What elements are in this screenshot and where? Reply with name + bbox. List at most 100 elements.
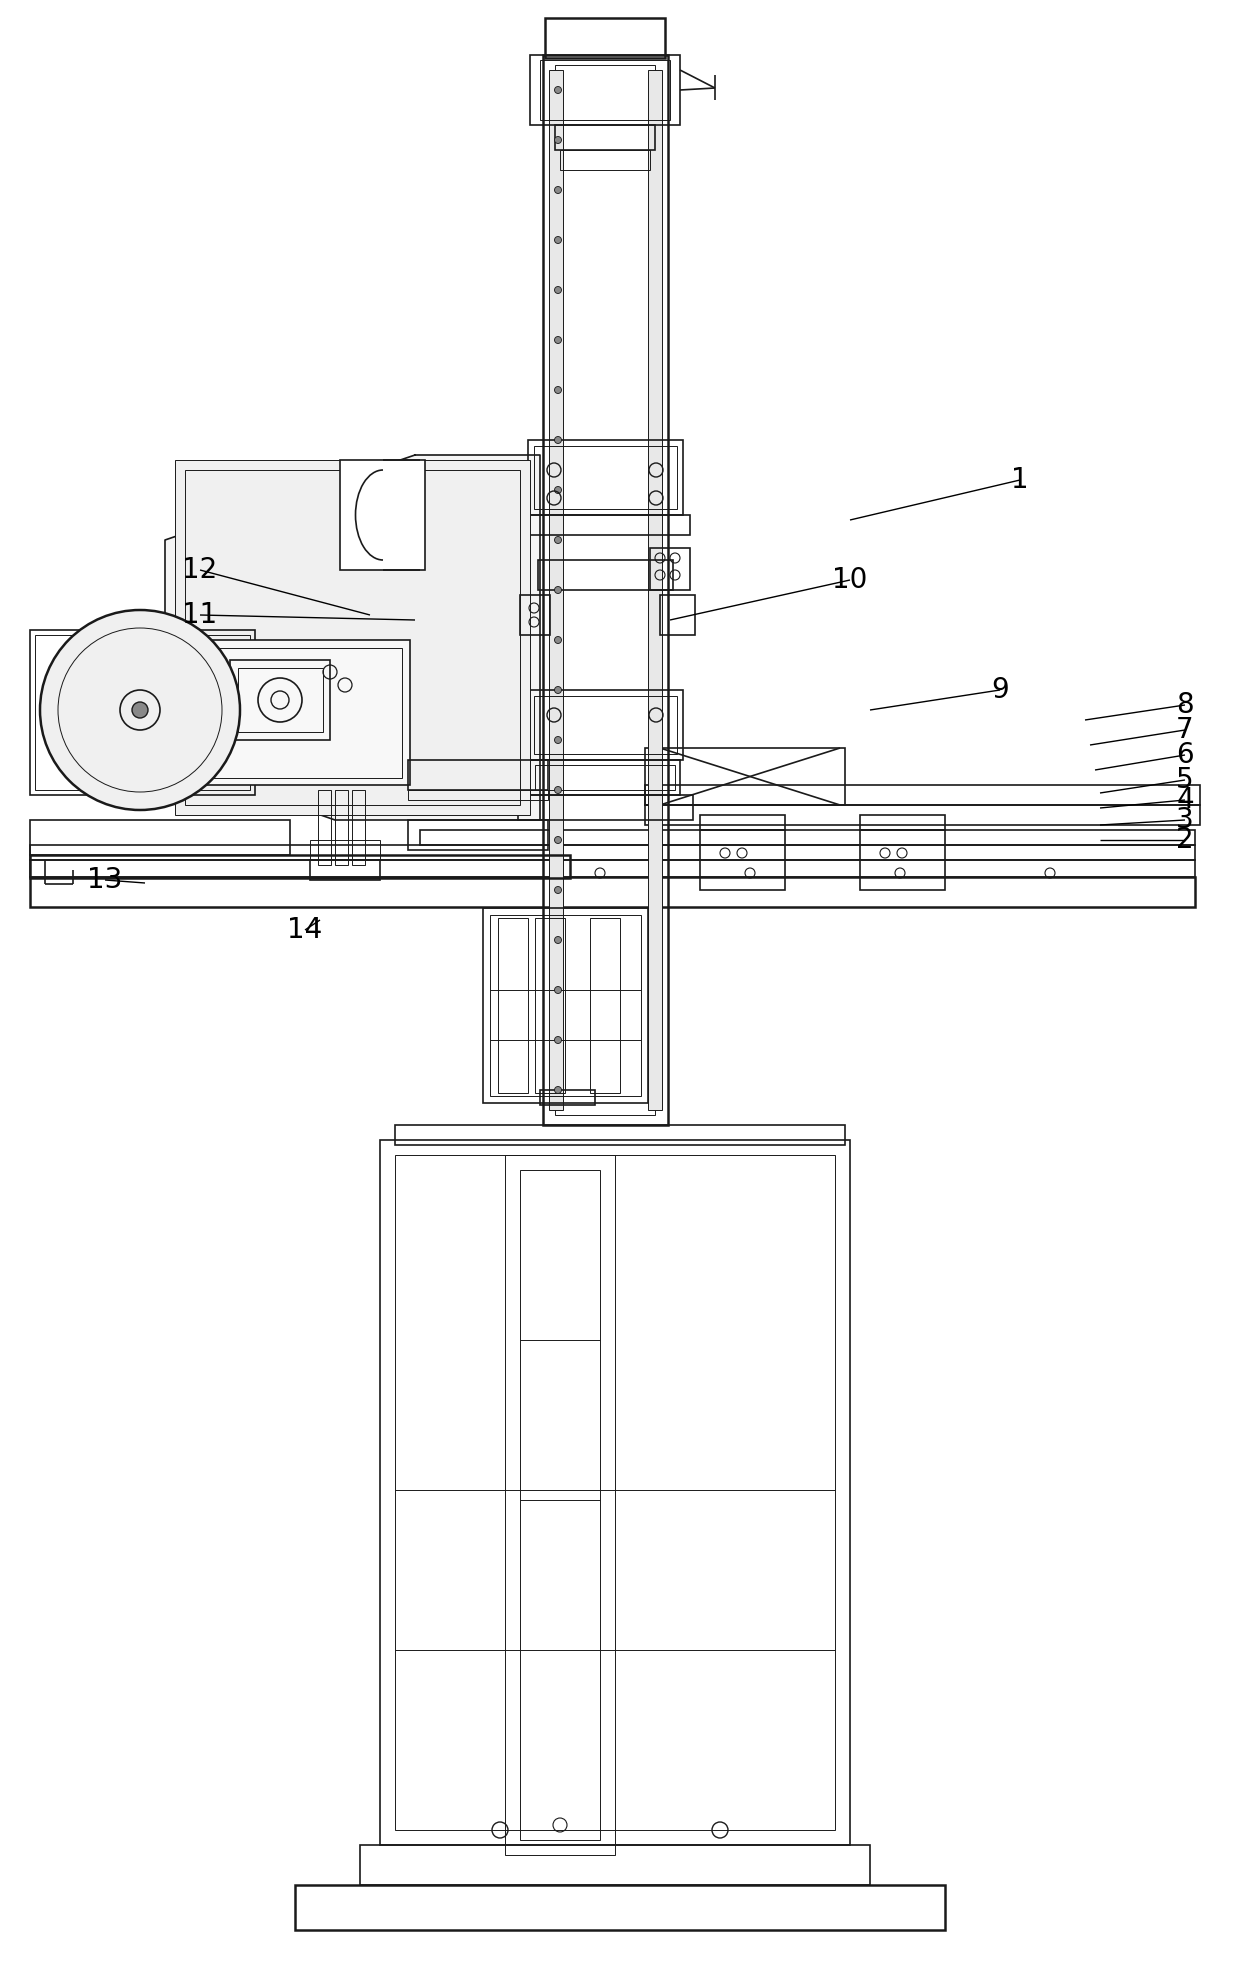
Bar [30, 856, 570, 877]
Circle shape [554, 787, 562, 793]
Bar [520, 1170, 600, 1839]
Bar [539, 1090, 595, 1105]
Bar [645, 747, 844, 805]
Bar [520, 515, 689, 535]
Bar [30, 877, 1195, 907]
Circle shape [554, 537, 562, 543]
Circle shape [554, 836, 562, 844]
Bar [645, 785, 1200, 805]
Circle shape [131, 702, 148, 718]
Bar [30, 629, 255, 795]
Bar [396, 1125, 844, 1145]
Text: 13: 13 [87, 865, 123, 893]
Bar [556, 65, 655, 1115]
Bar [185, 694, 219, 714]
Bar [310, 860, 379, 879]
Text: 4: 4 [1177, 787, 1194, 814]
Circle shape [554, 136, 562, 144]
Bar [543, 55, 668, 1125]
Bar [310, 840, 379, 860]
Bar [660, 594, 694, 635]
Circle shape [554, 287, 562, 293]
Bar [170, 639, 410, 785]
Bar [188, 720, 216, 732]
Circle shape [554, 987, 562, 993]
Circle shape [554, 1037, 562, 1044]
Circle shape [554, 686, 562, 694]
Circle shape [554, 437, 562, 443]
Circle shape [554, 486, 562, 494]
Text: 10: 10 [832, 566, 868, 594]
Bar [546, 18, 665, 57]
Bar [317, 791, 331, 865]
Bar [30, 860, 1195, 877]
Text: 9: 9 [991, 677, 1009, 704]
Bar [30, 846, 1195, 860]
Bar [360, 1845, 870, 1884]
Circle shape [554, 1086, 562, 1094]
Bar [650, 549, 689, 590]
Circle shape [554, 936, 562, 944]
Circle shape [554, 586, 562, 594]
Bar [185, 665, 219, 690]
Bar [534, 696, 677, 753]
Bar [175, 460, 529, 814]
Circle shape [554, 236, 562, 244]
Circle shape [554, 637, 562, 643]
Bar [352, 791, 365, 865]
Bar [490, 915, 641, 1096]
Circle shape [554, 736, 562, 744]
Bar [229, 661, 330, 740]
Polygon shape [165, 454, 539, 820]
Text: 11: 11 [182, 602, 218, 629]
Bar [861, 830, 945, 889]
Circle shape [554, 87, 562, 94]
Bar [396, 1155, 835, 1829]
Bar [179, 647, 402, 779]
Bar [505, 1155, 615, 1855]
Bar [539, 61, 670, 120]
Circle shape [554, 187, 562, 193]
Bar [520, 594, 551, 635]
Text: 3: 3 [1176, 806, 1194, 834]
Bar [335, 791, 348, 865]
Text: 8: 8 [1177, 690, 1194, 720]
Bar [590, 919, 620, 1094]
Bar [420, 830, 1195, 846]
Text: 14: 14 [288, 917, 322, 944]
Bar [379, 1141, 849, 1845]
Bar [560, 149, 650, 169]
Text: 5: 5 [1177, 765, 1194, 795]
Bar [534, 447, 677, 509]
Bar [645, 805, 1200, 824]
Bar [484, 909, 649, 1103]
Bar [701, 830, 785, 889]
Bar [649, 71, 662, 1109]
Bar [35, 635, 250, 791]
Bar [408, 791, 548, 801]
Text: 12: 12 [182, 557, 218, 584]
Text: 6: 6 [1177, 742, 1194, 769]
Bar [518, 795, 693, 820]
Bar [498, 919, 528, 1094]
Bar [528, 441, 683, 515]
Bar [549, 71, 563, 1109]
Circle shape [554, 336, 562, 344]
Text: 1: 1 [1011, 466, 1029, 494]
Bar [295, 1884, 945, 1930]
Text: 2: 2 [1177, 826, 1194, 854]
Bar [408, 759, 548, 791]
Bar [238, 669, 322, 732]
Circle shape [554, 386, 562, 393]
Bar [340, 460, 425, 570]
Bar [556, 126, 655, 149]
Bar [408, 820, 548, 850]
Bar [528, 690, 683, 759]
Circle shape [554, 887, 562, 893]
Bar [861, 814, 945, 830]
Bar [534, 919, 565, 1094]
Bar [185, 470, 520, 805]
Bar [529, 55, 680, 126]
Text: 7: 7 [1177, 716, 1194, 744]
Bar [538, 561, 673, 590]
